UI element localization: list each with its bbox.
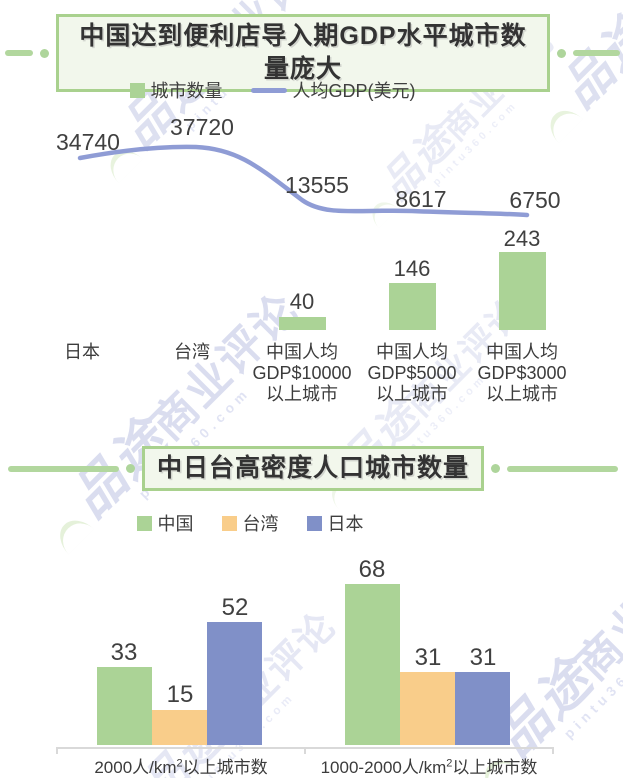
cities-bar-china10000	[279, 317, 326, 330]
chart2-legend: 中国 台湾 日本	[0, 510, 500, 536]
bar-value-label: 68	[358, 556, 386, 583]
bar-value-label: 33	[110, 639, 138, 666]
bar-value-label: 15	[166, 681, 194, 708]
title-dash-icon	[5, 50, 33, 56]
legend-label: 中国	[157, 514, 194, 534]
bar-value-label: 40	[289, 289, 315, 314]
bar-swatch-icon	[221, 515, 237, 531]
title-dash-icon	[507, 465, 618, 472]
gdp-value-china3000: 6750	[509, 187, 561, 213]
chart2-header: 中日台高密度人口城市数量	[8, 446, 618, 491]
x-label-japan: 日本	[64, 342, 100, 362]
x-label-taiwan: 台湾	[174, 342, 210, 362]
gdp-value-china10000: 13555	[285, 172, 349, 198]
x-axis-tick	[56, 747, 58, 754]
x-axis-tick	[304, 747, 306, 754]
title-dot-icon	[126, 464, 135, 473]
density-bar-japan-g2	[455, 672, 510, 745]
bar-value-label: 243	[503, 226, 541, 251]
density-bar-japan-g1	[207, 622, 262, 745]
bar-value-label: 31	[414, 644, 442, 671]
legend-label: 日本	[327, 514, 364, 534]
density-bar-china-g2	[345, 584, 400, 745]
density-bar-china-g1	[97, 667, 152, 745]
gdp-value-china5000: 8617	[395, 186, 447, 212]
gdp-value-taiwan: 37720	[170, 114, 234, 140]
density-bar-taiwan-g2	[400, 672, 455, 745]
chart2-title: 中日台高密度人口城市数量	[142, 446, 485, 491]
gdp-line-path	[77, 144, 530, 218]
density-bar-taiwan-g1	[152, 710, 207, 745]
line-swatch-icon	[250, 87, 287, 93]
title-dash-icon	[8, 465, 119, 472]
x-label-density2000: 2000人/km2以上城市数	[94, 757, 268, 777]
chart1-header: 中国达到便利店导入期GDP水平城市数量庞大	[5, 14, 620, 92]
legend-label: 台湾	[242, 514, 279, 534]
bar-swatch-icon	[129, 82, 145, 98]
legend-label: 人均GDP(美元)	[292, 81, 416, 101]
cities-bar-china5000	[389, 283, 436, 330]
legend-item-china: 中国	[136, 510, 194, 536]
bar-value-label: 146	[393, 256, 431, 281]
legend-item-japan: 日本	[306, 510, 364, 536]
title-dot-icon	[40, 48, 49, 58]
title-dot-icon	[557, 48, 566, 58]
gdp-value-japan: 34740	[56, 129, 120, 155]
chart1-legend: 城市数量 人均GDP(美元)	[0, 77, 545, 103]
bar-swatch-icon	[306, 515, 322, 531]
chart1-title: 中国达到便利店导入期GDP水平城市数量庞大	[56, 14, 550, 92]
bar-value-label: 31	[469, 644, 497, 671]
title-dot-icon	[491, 464, 501, 473]
legend-item-cities: 城市数量	[129, 77, 223, 103]
legend-item-gdp: 人均GDP(美元)	[250, 77, 416, 103]
x-label-china5000: 中国人均 GDP$5000 以上城市	[367, 342, 457, 404]
title-dash-icon	[573, 50, 620, 56]
gdp-line-series	[77, 144, 530, 218]
x-label-china3000: 中国人均 GDP$3000 以上城市	[477, 342, 567, 404]
cities-bar-china3000	[499, 252, 546, 330]
x-label-china10000: 中国人均 GDP$10000 以上城市	[252, 342, 352, 404]
x-axis-tick	[552, 747, 554, 754]
bar-value-label: 52	[221, 594, 249, 621]
x-label-density1000-2000: 1000-2000人/km2以上城市数	[320, 757, 538, 777]
legend-item-taiwan: 台湾	[221, 510, 279, 536]
legend-label: 城市数量	[150, 81, 223, 101]
bar-swatch-icon	[136, 515, 152, 531]
